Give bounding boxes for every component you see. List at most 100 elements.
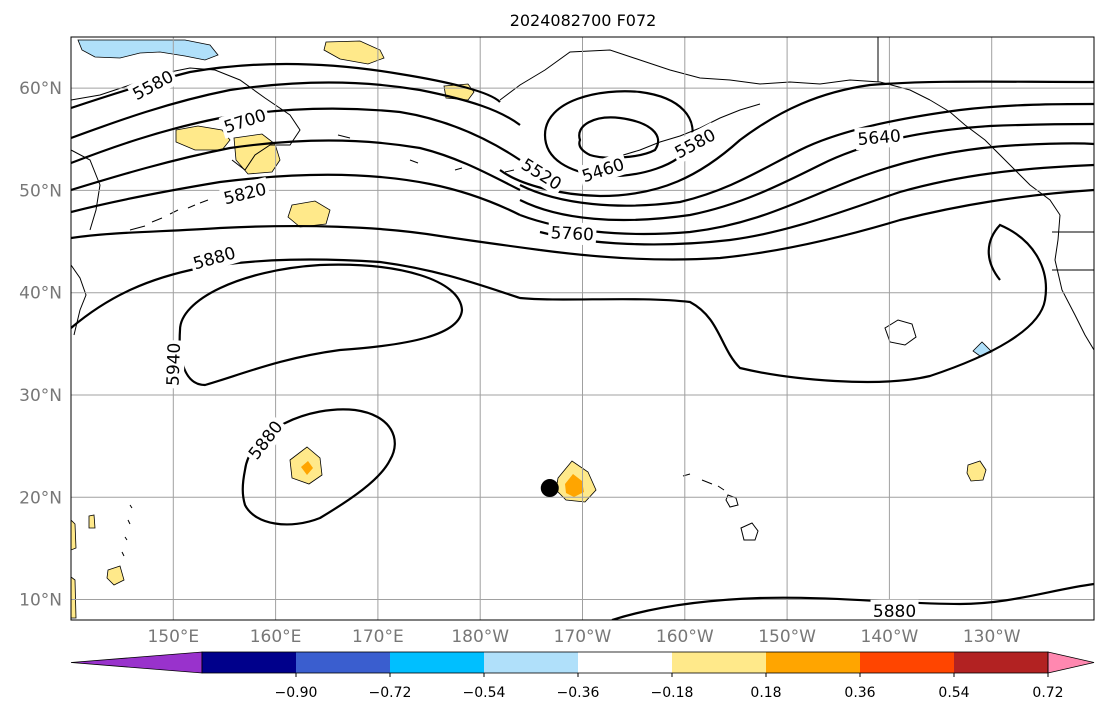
lon-tick-label: 160°E [250,627,302,647]
orange-anomaly-area [301,461,313,475]
aleutian-islands [599,103,761,161]
lat-tick-label: 10°N [19,591,62,611]
lon-tick-label: 170°E [352,627,404,647]
contour-label-bg [188,240,241,276]
longitude-labels: 150°E 160°E 170°E 180°W 170°W 160°W 150°W 140°W… [147,627,1020,647]
colorbar-swatch [390,652,484,673]
contour-5880-east [539,188,1094,261]
colorbar-tick-label: 0.72 [1032,685,1063,701]
lon-tick-label: 150°E [147,627,199,647]
colorbar: −0.90 −0.72 −0.54 −0.36 −0.18 0.18 0.36 0.54 0.7… [70,651,1095,701]
colorbar-tick-label: −0.18 [651,685,694,701]
lat-tick-label: 50°N [19,181,62,201]
contour-label-text: 5760 [550,223,594,245]
small-island-ring [740,522,759,541]
colorbar-swatch [202,652,296,673]
colorbar-swatch [672,652,766,673]
contour-label: 5940 [161,339,186,389]
hawaii-islands [682,473,739,508]
lon-tick-label: 160°W [656,627,714,647]
contour-label-bg [241,414,289,466]
colorbar-swatch [954,652,1048,673]
yellow-anomaly-area [71,519,77,551]
height-contours [71,62,1094,620]
us-west-coast [1054,214,1094,351]
colorbar-swatch [766,652,860,673]
japan-coast [71,264,87,336]
yellow-anomaly-area [175,125,231,151]
contour-5700-east [519,122,1094,222]
colorbar-swatch [578,652,672,673]
colorbar-frame [201,651,1049,674]
colorbar-tick-label: 0.18 [750,685,781,701]
colorbar-tick-label: −0.72 [369,685,412,701]
contour-label-bg [870,599,919,622]
yellow-anomaly-area [88,514,96,529]
alaska-coast [499,49,931,101]
colorbar-tick-label: 0.54 [938,685,969,701]
lon-tick-label: 150°W [758,627,816,647]
contour-5640-east [519,102,1094,207]
contour-label: 5760 [547,221,597,246]
figure-title: 2024082700 F072 [510,11,657,30]
colorbar-tick-label: −0.54 [463,685,506,701]
contour-label-bg [126,64,180,107]
contour-5580-east [499,80,1094,198]
contour-label-text: 5880 [873,602,916,622]
yellow-anomaly-area [323,40,385,65]
canada-border [877,37,1094,271]
lon-tick-label: 180°W [451,627,509,647]
yellow-anomaly-area [287,200,331,228]
sakhalin-coast [71,149,101,231]
colorbar-tick-label: −0.36 [557,685,600,701]
contour-label: 5640 [854,124,905,151]
kuril-islands [129,199,209,231]
lat-tick-label: 20°N [19,488,62,508]
small-island-ring [884,319,917,346]
contour-label-bg [547,221,597,246]
contour-5700-west [71,107,521,165]
lon-tick-label: 140°W [861,627,919,647]
colorbar-extend-low [70,651,203,674]
colorbar-swatch [296,652,390,673]
contour-5760-east [519,142,1094,236]
bering-islands [337,134,515,173]
contour-5640-west [71,81,521,140]
contour-label: 5880 [870,599,919,622]
contour-5460-low [578,116,660,159]
lon-tick-label: 170°W [554,627,612,647]
lat-tick-label: 60°N [19,79,62,99]
contour-5940-high-west [178,263,464,387]
contour-label-bg [515,152,568,197]
contour-5880-west [71,224,541,252]
yellow-anomaly-area [966,460,987,482]
contour-5880-south [611,582,1094,620]
latitude-labels: 10°N 20°N 30°N 40°N 50°N 60°N [19,79,62,610]
colorbar-swatch [484,652,578,673]
lat-tick-label: 40°N [19,284,62,304]
contour-5820-east [539,163,1094,246]
lat-tick-label: 30°N [19,386,62,406]
yellow-anomaly-area [71,576,77,619]
colorbar-tick-label: 0.36 [844,685,875,701]
colorbar-extend-high [1047,651,1095,674]
contour-label-bg [576,152,630,188]
contour-5820-west [71,173,521,216]
contour-label-bg [161,339,186,389]
contour-5880-southwest [241,408,396,526]
storm-position-marker [540,479,559,498]
colorbar-swatch [860,652,954,673]
contour-label-bg [854,124,905,151]
map-frame [70,36,1095,621]
orange-anomaly-area [565,474,584,497]
contour-label-text: 5640 [857,126,902,150]
colorbar-tick-label: −0.90 [275,685,318,701]
contour-5880-enclosing [71,223,1047,384]
blue-anomaly-area [77,39,219,61]
yellow-anomaly-area [106,565,125,586]
contour-label-bg [218,177,271,210]
contour-label-bg [218,102,272,139]
mariana-islands [121,504,133,557]
contour-5760-west [71,139,521,192]
